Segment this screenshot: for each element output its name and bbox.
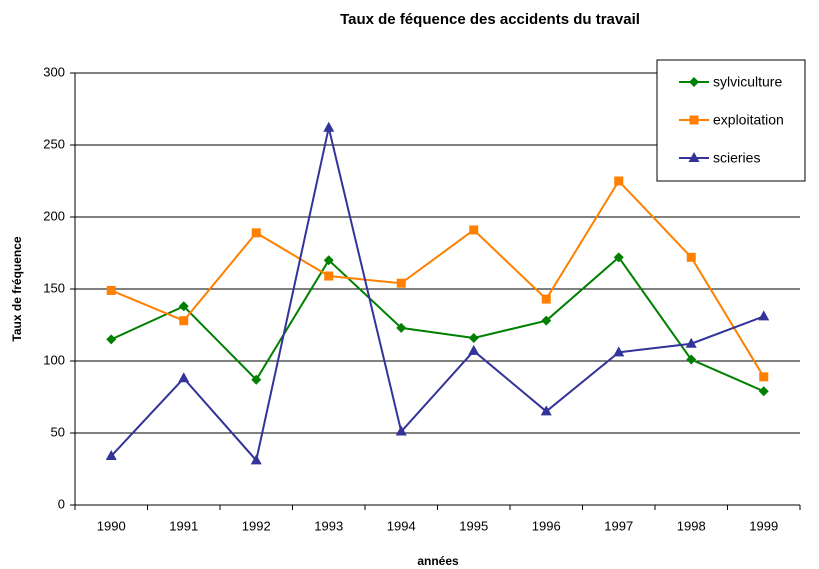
marker bbox=[106, 334, 117, 345]
marker bbox=[178, 372, 190, 383]
x-tick-label: 1993 bbox=[314, 518, 343, 533]
series-line bbox=[110, 179, 765, 378]
chart-title: Taux de féquence des accidents du travai… bbox=[340, 11, 640, 28]
marker bbox=[105, 450, 117, 461]
marker bbox=[614, 176, 624, 186]
legend-label: exploitation bbox=[713, 112, 784, 128]
marker bbox=[540, 405, 552, 416]
x-tick-label: 1990 bbox=[97, 518, 126, 533]
marker bbox=[396, 322, 407, 333]
marker bbox=[323, 255, 334, 266]
y-tick-label: 50 bbox=[51, 424, 65, 439]
series-line bbox=[110, 255, 765, 393]
marker bbox=[759, 372, 769, 382]
marker bbox=[758, 310, 770, 321]
x-tick-label: 1996 bbox=[532, 518, 561, 533]
y-tick-label: 100 bbox=[43, 352, 65, 367]
marker bbox=[468, 344, 480, 355]
marker bbox=[469, 225, 479, 235]
marker bbox=[685, 337, 697, 348]
marker bbox=[613, 346, 625, 357]
x-tick-label: 1992 bbox=[242, 518, 271, 533]
marker bbox=[250, 454, 262, 465]
marker bbox=[613, 252, 624, 263]
marker bbox=[468, 332, 479, 343]
y-tick-label: 250 bbox=[43, 136, 65, 151]
marker bbox=[324, 271, 334, 281]
marker bbox=[323, 121, 335, 132]
x-tick-label: 1999 bbox=[749, 518, 778, 533]
x-tick-label: 1995 bbox=[459, 518, 488, 533]
legend-label: sylviculture bbox=[713, 74, 782, 90]
marker bbox=[395, 425, 407, 436]
x-tick-label: 1991 bbox=[169, 518, 198, 533]
series-line bbox=[110, 127, 765, 463]
marker bbox=[686, 252, 696, 262]
marker bbox=[396, 278, 406, 288]
marker bbox=[686, 354, 697, 365]
x-axis-label: années bbox=[417, 554, 459, 568]
y-axis-label: Taux de fréquence bbox=[10, 236, 24, 341]
marker bbox=[688, 152, 700, 162]
marker bbox=[251, 374, 262, 385]
marker bbox=[541, 294, 551, 304]
x-tick-label: 1998 bbox=[677, 518, 706, 533]
marker bbox=[689, 115, 699, 125]
marker bbox=[178, 301, 189, 312]
legend-label: scieries bbox=[713, 150, 760, 166]
y-tick-label: 0 bbox=[58, 496, 65, 511]
y-tick-label: 300 bbox=[43, 64, 65, 79]
marker bbox=[179, 316, 189, 326]
y-tick-label: 200 bbox=[43, 208, 65, 223]
x-tick-label: 1997 bbox=[604, 518, 633, 533]
marker bbox=[758, 386, 769, 397]
x-tick-label: 1994 bbox=[387, 518, 416, 533]
marker bbox=[541, 315, 552, 326]
marker bbox=[251, 228, 261, 238]
marker bbox=[106, 285, 116, 295]
marker bbox=[689, 77, 699, 87]
y-tick-label: 150 bbox=[43, 280, 65, 295]
